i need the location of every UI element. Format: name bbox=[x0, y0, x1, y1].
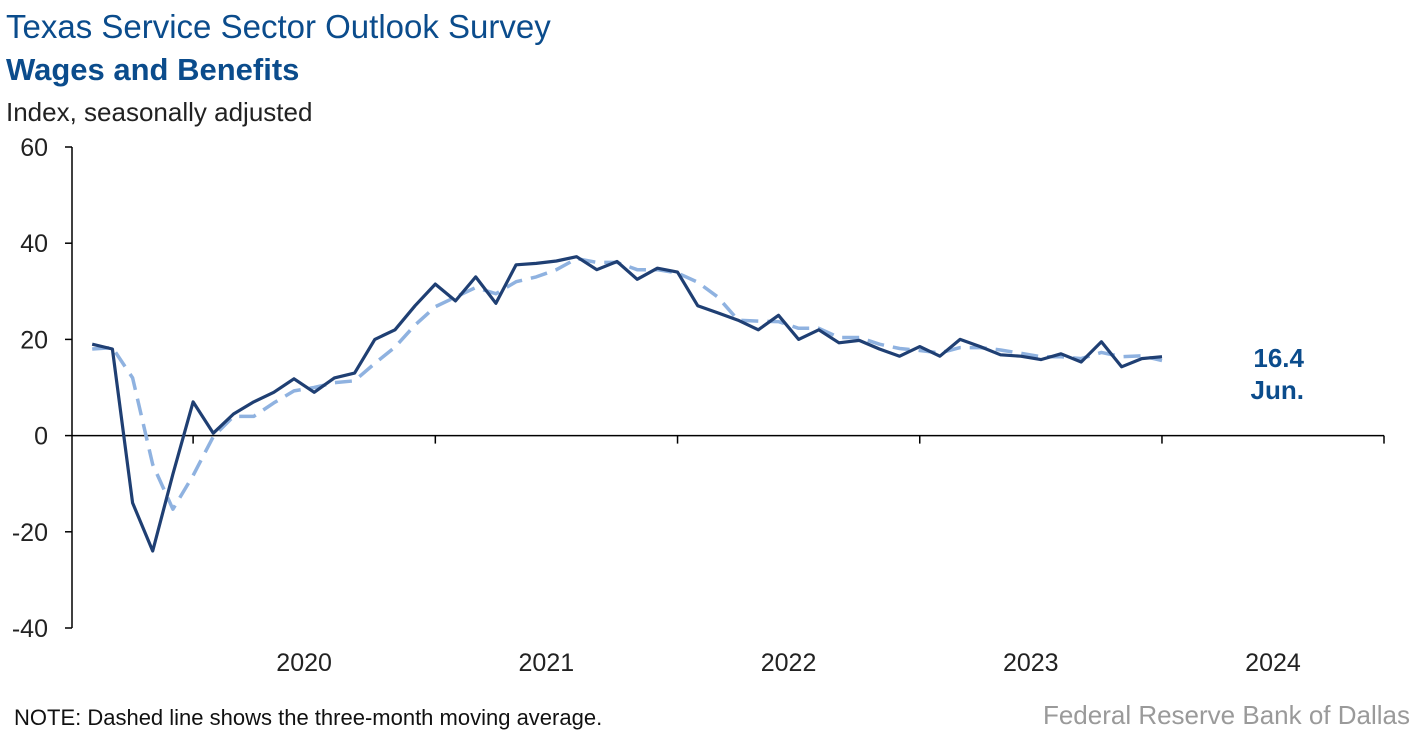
chart-note: NOTE: Dashed line shows the three-month … bbox=[14, 705, 603, 730]
index-series bbox=[91, 255, 1163, 553]
latest-value-label: 16.4 bbox=[1253, 343, 1304, 373]
y-tick-label: 60 bbox=[20, 134, 48, 162]
index-line bbox=[91, 255, 1163, 553]
latest-month-label: Jun. bbox=[1251, 375, 1304, 405]
chart-axes: 60 40 20 0 -20 -40 2020 2021 2022 2023 2024 bbox=[12, 134, 1385, 677]
y-tick-label: -40 bbox=[12, 615, 48, 643]
y-axis-unit-label: Index, seasonally adjusted bbox=[6, 97, 313, 127]
y-tick-label: 0 bbox=[34, 423, 48, 451]
moving-average-line bbox=[92, 256, 1163, 511]
x-tick-label: 2021 bbox=[519, 649, 575, 677]
y-tick-label: 40 bbox=[20, 230, 48, 258]
chart-subtitle: Wages and Benefits bbox=[6, 52, 300, 87]
moving-average-series bbox=[92, 256, 1163, 511]
x-tick-label: 2022 bbox=[761, 649, 817, 677]
x-tick-label: 2020 bbox=[276, 649, 332, 677]
x-tick-label: 2024 bbox=[1245, 649, 1301, 677]
x-tick-label: 2023 bbox=[1003, 649, 1059, 677]
chart-title: Texas Service Sector Outlook Survey bbox=[6, 8, 551, 45]
source-credit: Federal Reserve Bank of Dallas bbox=[1042, 700, 1410, 730]
y-tick-label: 20 bbox=[20, 326, 48, 354]
y-tick-label: -20 bbox=[12, 519, 48, 547]
